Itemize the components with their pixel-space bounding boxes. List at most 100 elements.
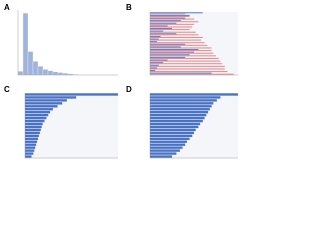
bar <box>150 105 212 108</box>
bar <box>150 18 194 20</box>
panel-label: B <box>126 3 132 12</box>
bar <box>150 23 194 25</box>
bar <box>25 116 47 120</box>
bar <box>25 108 53 111</box>
bar <box>150 64 159 66</box>
bar <box>25 152 34 155</box>
bar <box>25 113 49 117</box>
bar <box>37 66 44 76</box>
bar <box>150 35 161 37</box>
panel-label: C <box>4 85 10 94</box>
bar <box>150 62 164 64</box>
bar <box>25 93 118 96</box>
bar <box>25 137 39 140</box>
bar <box>150 137 190 140</box>
bar <box>150 99 217 102</box>
panel-label: A <box>4 3 10 12</box>
bar <box>25 96 77 99</box>
bar <box>150 15 190 17</box>
bar <box>150 67 158 69</box>
bar <box>150 111 209 114</box>
bar <box>150 72 212 74</box>
bar <box>150 116 205 120</box>
bar <box>150 49 199 51</box>
bar <box>25 143 37 146</box>
bar <box>150 152 177 155</box>
bar <box>32 61 39 76</box>
bar <box>25 131 40 135</box>
bar <box>150 56 186 58</box>
bar <box>47 70 54 76</box>
bar <box>22 12 29 76</box>
bar <box>25 134 39 138</box>
bar <box>25 119 45 123</box>
bar <box>150 33 177 35</box>
bar <box>150 65 225 67</box>
bar <box>62 72 69 76</box>
bar <box>150 43 186 45</box>
bar <box>150 140 187 143</box>
bar <box>150 14 190 16</box>
bar <box>150 55 216 57</box>
bar <box>150 93 238 96</box>
bar <box>52 71 59 76</box>
figure: A B C D <box>4 3 238 159</box>
bar <box>150 13 186 15</box>
bar <box>150 26 193 28</box>
panel-label: D <box>126 85 132 94</box>
bar <box>150 128 196 132</box>
bar <box>150 71 228 73</box>
bar <box>150 36 203 38</box>
bar <box>150 155 172 158</box>
bar <box>150 63 223 65</box>
bar <box>25 111 51 114</box>
bar <box>150 46 181 48</box>
bar <box>25 140 38 143</box>
bar <box>150 60 221 62</box>
bar <box>27 51 34 76</box>
bar <box>150 143 186 146</box>
bar <box>25 122 43 126</box>
bar <box>150 146 183 149</box>
plot-area <box>150 12 238 75</box>
bar <box>150 149 180 152</box>
bar <box>150 30 164 32</box>
bar <box>150 44 208 46</box>
bar <box>150 134 193 138</box>
bar <box>25 99 67 102</box>
bar <box>150 17 186 19</box>
bar <box>25 128 41 132</box>
bar <box>150 25 168 27</box>
bar <box>150 52 214 54</box>
bar <box>150 119 203 123</box>
bar <box>150 41 158 43</box>
bar <box>150 47 212 49</box>
bar <box>25 155 32 158</box>
bar <box>150 59 168 61</box>
bar <box>25 149 35 152</box>
bar <box>150 102 214 105</box>
bar <box>150 21 199 23</box>
bar <box>150 22 177 24</box>
bar <box>150 54 190 56</box>
bar <box>150 73 234 75</box>
bar <box>25 105 58 108</box>
bar <box>150 31 196 33</box>
bar <box>42 69 49 76</box>
bar <box>25 102 63 105</box>
bar <box>150 131 194 135</box>
bar <box>150 113 207 117</box>
bar <box>150 38 159 40</box>
bar <box>150 96 221 99</box>
bar <box>150 125 199 129</box>
bar <box>150 34 199 36</box>
bar <box>150 57 219 59</box>
bar <box>25 125 42 129</box>
bar <box>150 108 210 111</box>
bar <box>150 20 181 22</box>
bar <box>150 29 190 31</box>
bar <box>150 50 212 52</box>
bar <box>150 51 194 53</box>
bar <box>150 122 201 126</box>
bar <box>150 70 156 72</box>
